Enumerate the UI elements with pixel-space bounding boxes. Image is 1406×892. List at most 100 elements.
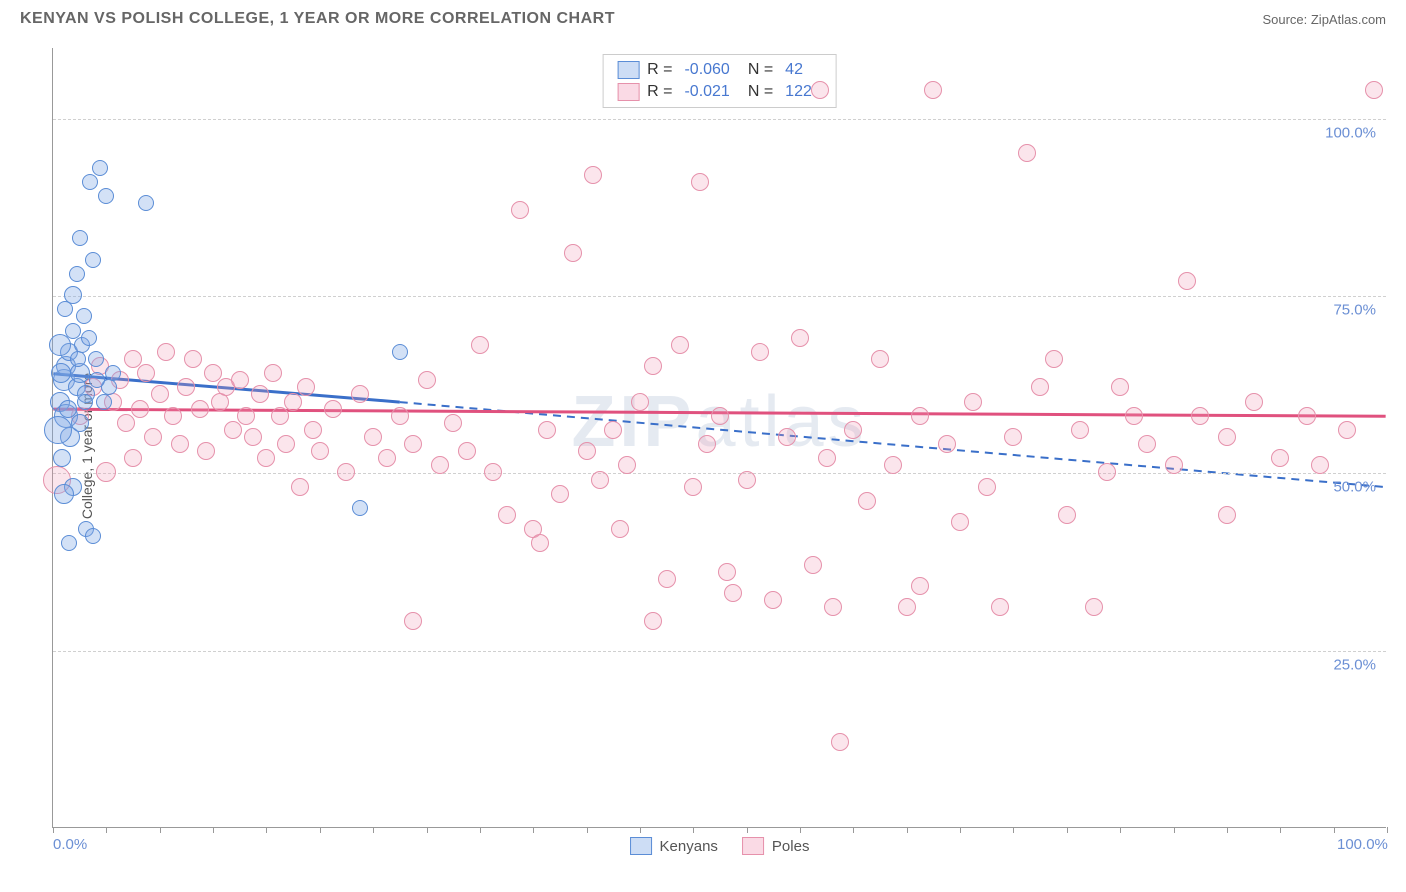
scatter-point	[171, 435, 189, 453]
legend-item-poles: Poles	[742, 837, 810, 855]
xtick	[1120, 827, 1121, 833]
scatter-point	[264, 364, 282, 382]
xtick	[907, 827, 908, 833]
scatter-point	[96, 394, 112, 410]
scatter-point	[1245, 393, 1263, 411]
scatter-point	[1338, 421, 1356, 439]
scatter-point	[631, 393, 649, 411]
legend-r-label: R =	[647, 83, 672, 101]
scatter-point	[204, 364, 222, 382]
scatter-point	[671, 336, 689, 354]
scatter-point	[237, 407, 255, 425]
scatter-point	[85, 252, 101, 268]
legend-label-poles: Poles	[772, 838, 810, 855]
ytick-label: 100.0%	[1325, 124, 1376, 141]
scatter-point	[378, 449, 396, 467]
scatter-point	[1191, 407, 1209, 425]
scatter-point	[444, 414, 462, 432]
ytick-label: 25.0%	[1333, 656, 1376, 673]
scatter-point	[1271, 449, 1289, 467]
scatter-point	[698, 435, 716, 453]
legend-item-kenyans: Kenyans	[630, 837, 718, 855]
xtick	[693, 827, 694, 833]
xtick	[320, 827, 321, 833]
xtick-label: 0.0%	[53, 836, 87, 853]
scatter-point	[911, 407, 929, 425]
scatter-point	[291, 478, 309, 496]
scatter-point	[131, 400, 149, 418]
scatter-point	[197, 442, 215, 460]
scatter-point	[1125, 407, 1143, 425]
scatter-point	[184, 350, 202, 368]
series-legend: Kenyans Poles	[630, 837, 810, 855]
scatter-point	[418, 371, 436, 389]
xtick	[427, 827, 428, 833]
scatter-point	[691, 173, 709, 191]
scatter-point	[137, 364, 155, 382]
legend-r-blue: -0.060	[684, 61, 729, 79]
scatter-point	[431, 456, 449, 474]
scatter-point	[191, 400, 209, 418]
legend-swatch-pink-icon	[742, 837, 764, 855]
scatter-point	[644, 357, 662, 375]
scatter-point	[1031, 378, 1049, 396]
scatter-point	[337, 463, 355, 481]
scatter-point	[1085, 598, 1103, 616]
scatter-point	[898, 598, 916, 616]
scatter-point	[284, 393, 302, 411]
xtick	[1227, 827, 1228, 833]
scatter-point	[1218, 506, 1236, 524]
scatter-point	[164, 407, 182, 425]
xtick	[53, 827, 54, 833]
scatter-point	[804, 556, 822, 574]
scatter-point	[404, 435, 422, 453]
scatter-point	[351, 385, 369, 403]
scatter-point	[277, 435, 295, 453]
scatter-point	[157, 343, 175, 361]
xtick	[1067, 827, 1068, 833]
scatter-point	[978, 478, 996, 496]
scatter-point	[1111, 378, 1129, 396]
scatter-point	[297, 378, 315, 396]
legend-n-pink: 122	[785, 83, 812, 101]
scatter-point	[44, 416, 72, 444]
scatter-point	[538, 421, 556, 439]
scatter-point	[811, 81, 829, 99]
scatter-point	[1298, 407, 1316, 425]
scatter-point	[224, 421, 242, 439]
legend-r-pink: -0.021	[684, 83, 729, 101]
scatter-point	[924, 81, 942, 99]
xtick	[1174, 827, 1175, 833]
gridline	[53, 296, 1386, 297]
scatter-point	[404, 612, 422, 630]
scatter-point	[96, 462, 116, 482]
scatter-point	[364, 428, 382, 446]
scatter-point	[951, 513, 969, 531]
scatter-point	[1218, 428, 1236, 446]
scatter-point	[1058, 506, 1076, 524]
scatter-point	[1071, 421, 1089, 439]
xtick	[1334, 827, 1335, 833]
gridline	[53, 651, 1386, 652]
scatter-point	[70, 351, 86, 367]
legend-label-kenyans: Kenyans	[660, 838, 718, 855]
legend-n-label: N =	[748, 83, 773, 101]
scatter-point	[964, 393, 982, 411]
scatter-point	[591, 471, 609, 489]
scatter-point	[618, 456, 636, 474]
scatter-point	[858, 492, 876, 510]
legend-n-blue: 42	[785, 61, 803, 79]
scatter-point	[604, 421, 622, 439]
scatter-point	[124, 350, 142, 368]
scatter-point	[392, 344, 408, 360]
xtick	[853, 827, 854, 833]
scatter-point	[54, 484, 74, 504]
scatter-point	[352, 500, 368, 516]
scatter-point	[658, 570, 676, 588]
scatter-point	[72, 230, 88, 246]
xtick	[1280, 827, 1281, 833]
scatter-point	[151, 385, 169, 403]
scatter-point	[76, 308, 92, 324]
scatter-point	[764, 591, 782, 609]
scatter-point	[49, 334, 71, 356]
